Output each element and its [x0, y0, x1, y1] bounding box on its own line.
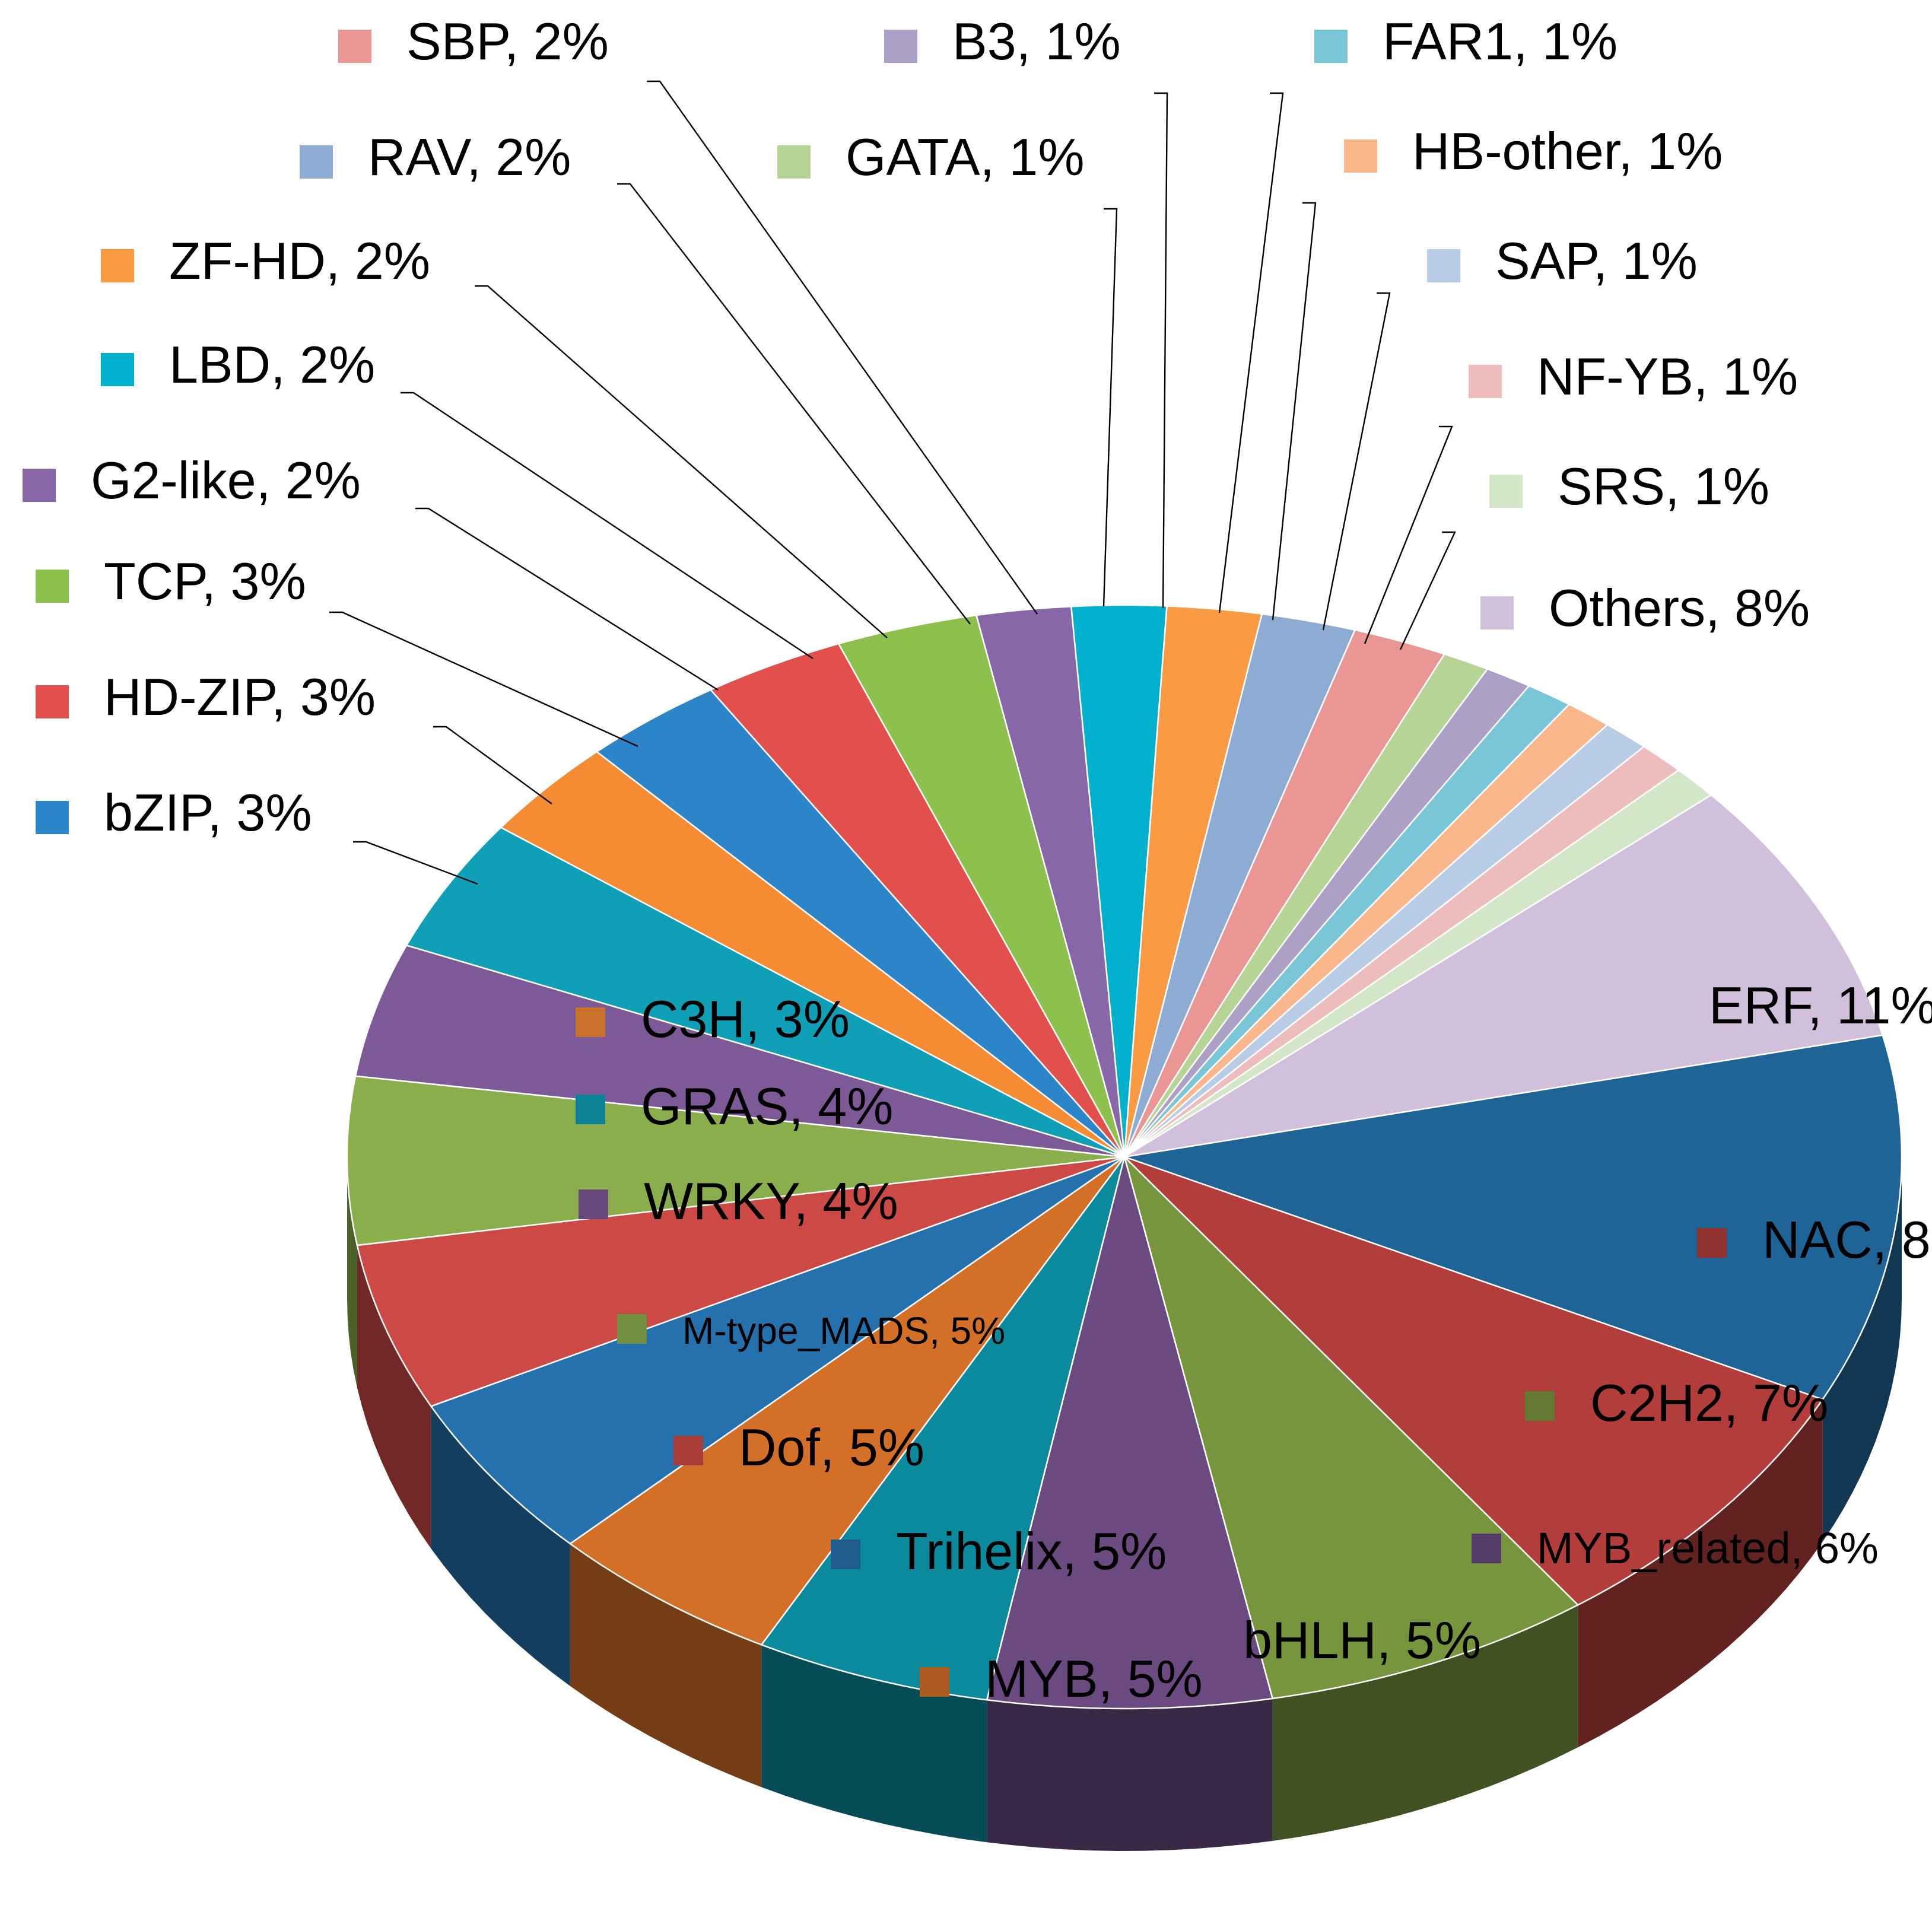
- legend-key-gata: [777, 145, 811, 179]
- pie-slice-m-type_mads: [346, 1075, 1126, 1246]
- data-label-b3: B3, 1%: [952, 12, 1121, 71]
- data-label-nac: NAC, 8%: [1762, 1210, 1932, 1269]
- legend-key-nac: [1697, 1228, 1727, 1258]
- data-label-hb-other: HB-other, 1%: [1412, 122, 1723, 180]
- leader-line-hd-zip: [433, 726, 552, 804]
- legend-key-srs: [1489, 475, 1523, 508]
- legend-key-hd-zip: [36, 685, 69, 718]
- pie-side-trihelix: [431, 1406, 570, 1686]
- pie-slice-dof: [356, 1156, 1126, 1407]
- leader-line-lbd: [401, 392, 814, 659]
- data-label-far1: FAR1, 1%: [1383, 12, 1618, 71]
- pie-slice-trihelix: [430, 1156, 1126, 1545]
- legend-key-b3: [884, 30, 917, 63]
- legend-key-zf-hd: [101, 249, 134, 282]
- pie-side-erf: [1822, 1157, 1902, 1542]
- data-label-myb_related: MYB_related, 6%: [1537, 1524, 1879, 1573]
- pie-slice-bzip: [596, 689, 1126, 1158]
- pie-slice-gras: [405, 826, 1126, 1158]
- legend-key-sbp: [338, 30, 371, 63]
- leader-line-bzip: [353, 841, 478, 885]
- pie-slices: [346, 604, 1903, 1710]
- leader-line-sap: [1322, 292, 1391, 631]
- leader-line-sbp: [647, 80, 1038, 615]
- legend-key-nf-yb: [1469, 365, 1502, 398]
- pie-side-myb_related: [987, 1699, 1273, 1851]
- legend-key-sap: [1427, 249, 1460, 282]
- legend-keys: [23, 30, 1727, 1697]
- pie-slice-myb: [569, 1156, 1126, 1646]
- pie-slice-wrky: [354, 944, 1126, 1158]
- legend-key-hb-other: [1344, 139, 1377, 173]
- pie-slice-c2h2: [1123, 1156, 1579, 1700]
- data-label-rav: RAV, 2%: [368, 128, 571, 186]
- legend-key-lbd: [101, 353, 134, 386]
- pie-side-nac: [1578, 1399, 1823, 1748]
- pie-slice-tcp: [838, 614, 1126, 1158]
- pie-slice-nac: [1123, 1156, 1823, 1606]
- data-label-m-type_mads: M-type_MADS, 5%: [682, 1309, 1005, 1352]
- data-label-gras: GRAS, 4%: [641, 1077, 893, 1136]
- data-label-tcp: TCP, 3%: [104, 552, 306, 610]
- legend-key-trihelix: [831, 1540, 860, 1569]
- legend-key-gras: [576, 1095, 605, 1124]
- legend-key-rav: [300, 145, 333, 179]
- data-label-erf: ERF, 11%: [1709, 976, 1932, 1035]
- leader-line-tcp: [329, 611, 638, 748]
- leader-line-rav: [617, 183, 971, 625]
- legend-key-c2h2: [1525, 1391, 1555, 1421]
- legend-key-others: [1480, 596, 1514, 629]
- data-label-wrky: WRKY, 4%: [644, 1172, 898, 1230]
- data-label-others: Others, 8%: [1549, 578, 1810, 637]
- pie-slice-hd-zip: [710, 643, 1126, 1158]
- data-labels: ERF, 11% NAC, 8% C2H2, 7% MYB_related, 6% bH…: [91, 12, 1932, 1708]
- pie-slice-others: [1123, 794, 1883, 1158]
- leader-lines: [329, 80, 1456, 885]
- pie-slice-myb_related: [986, 1156, 1273, 1710]
- data-label-gata: GATA, 1%: [846, 128, 1085, 186]
- legend-key-m-type_mads: [617, 1314, 647, 1344]
- leader-line-gata: [1102, 208, 1118, 607]
- legend-key-tcp: [36, 570, 69, 603]
- data-label-bhlh: bHLH, 5%: [1243, 1611, 1481, 1669]
- legend-key-far1: [1314, 30, 1348, 63]
- data-label-sbp: SBP, 2%: [406, 12, 609, 71]
- leader-line-srs: [1399, 531, 1456, 650]
- legend-key-bzip: [36, 801, 69, 834]
- data-label-lbd: LBD, 2%: [169, 335, 375, 394]
- pie-side-m-type_mads: [347, 1157, 357, 1388]
- data-label-bzip: bZIP, 3%: [104, 783, 312, 842]
- leader-line-far1: [1218, 92, 1284, 613]
- data-label-sap: SAP, 1%: [1495, 231, 1698, 290]
- data-label-nf-yb: NF-YB, 1%: [1537, 347, 1798, 406]
- data-label-myb: MYB, 5%: [985, 1649, 1203, 1708]
- legend-key-dof: [673, 1436, 703, 1465]
- leader-line-zf-hd: [475, 285, 888, 638]
- data-label-g2-like: G2-like, 2%: [91, 451, 361, 510]
- data-label-c2h2: C2H2, 7%: [1590, 1373, 1828, 1432]
- pie-slice-c3h: [500, 750, 1126, 1158]
- legend-key-myb: [920, 1667, 949, 1697]
- data-label-dof: Dof, 5%: [739, 1418, 924, 1477]
- data-label-zf-hd: ZF-HD, 2%: [169, 231, 430, 290]
- data-label-c3h: C3H, 3%: [641, 990, 850, 1048]
- pie-side-dof: [357, 1245, 431, 1549]
- legend-key-wrky: [579, 1190, 608, 1219]
- data-label-srs: SRS, 1%: [1558, 457, 1769, 516]
- pie-side-c2h2: [1272, 1605, 1578, 1841]
- leader-line-hb-other: [1272, 202, 1317, 621]
- leader-line-g2-like: [415, 507, 719, 691]
- data-label-trihelix: Trihelix, 5%: [896, 1522, 1167, 1580]
- leader-line-b3: [1154, 92, 1168, 609]
- data-label-hd-zip: HD-ZIP, 3%: [104, 667, 376, 726]
- legend-key-c3h: [576, 1007, 605, 1037]
- legend-key-g2-like: [23, 469, 56, 502]
- legend-key-myb_related: [1472, 1534, 1501, 1563]
- leader-line-nf-yb: [1364, 425, 1453, 644]
- pie-side-myb: [570, 1544, 762, 1788]
